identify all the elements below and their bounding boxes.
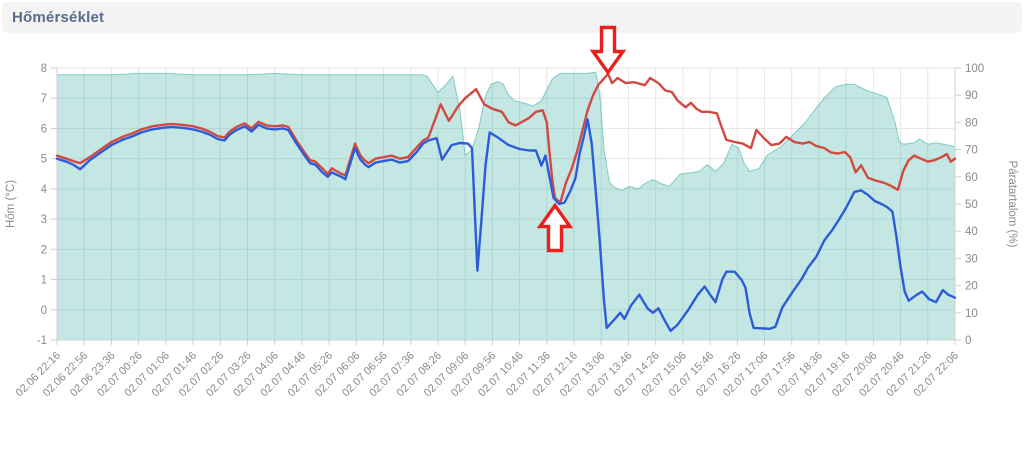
left-axis-tick-label: 1: [41, 275, 47, 287]
right-axis-tick-label: 80: [965, 117, 978, 129]
left-axis-tick-label: 8: [41, 63, 47, 75]
right-axis-tick-label: 90: [965, 90, 978, 102]
right-axis-tick-label: 10: [965, 308, 978, 320]
left-axis-tick-label: -1: [37, 335, 47, 347]
right-axis-tick-label: 40: [965, 226, 978, 238]
blue-temperature-line: [55, 118, 957, 333]
left-axis-tick-label: 5: [41, 154, 47, 166]
humidity-area: [57, 72, 955, 340]
right-axis-tick-label: 30: [965, 253, 978, 265]
left-axis-tick-label: 7: [41, 93, 47, 105]
panel-header: Hőmérséklet: [2, 2, 1022, 33]
right-axis-tick-label: 60: [965, 172, 978, 184]
annotation-arrow-down: [589, 25, 627, 76]
right-axis-tick-label: 0: [965, 335, 971, 347]
right-axis-tick-label: 20: [965, 281, 978, 293]
left-axis-tick-label: 0: [41, 305, 47, 317]
right-axis-tick-label: 50: [965, 199, 978, 211]
left-axis-tick-label: 4: [41, 184, 48, 196]
annotation-arrow-up: [536, 202, 574, 253]
left-axis-tick-label: 2: [41, 244, 47, 256]
humidity-area-edge: [57, 71, 956, 191]
red-temperature-line: [55, 72, 957, 204]
right-axis-tick-label: 100: [965, 63, 984, 75]
left-axis-tick-label: 6: [41, 123, 47, 135]
right-axis-tick-label: 70: [965, 145, 978, 157]
page-title: Hőmérséklet: [12, 9, 105, 26]
left-axis-tick-label: 3: [41, 214, 47, 226]
left-axis-title: Hőm (°C): [5, 180, 17, 228]
right-axis-title: Páratartalom (%): [1006, 161, 1018, 248]
